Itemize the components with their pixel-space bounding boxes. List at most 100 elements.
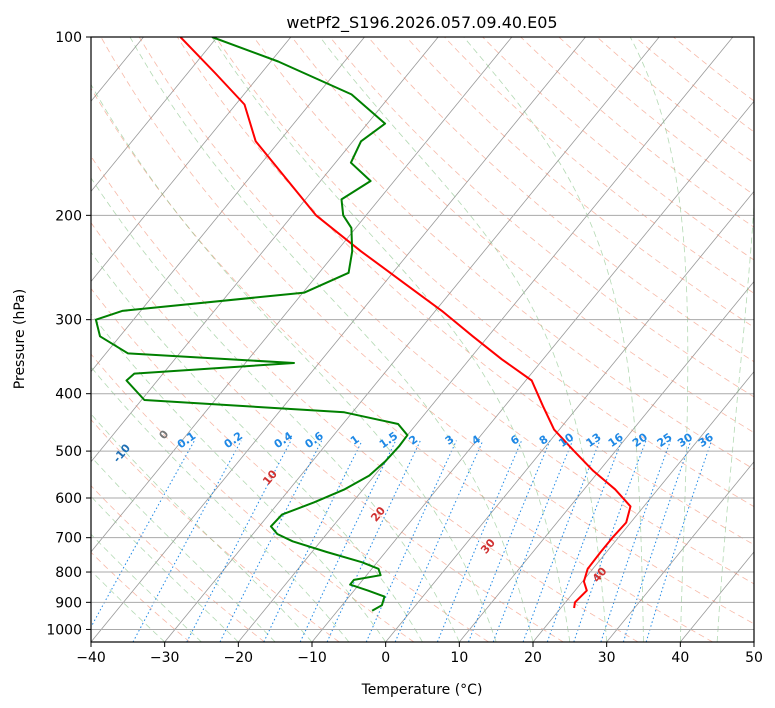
dry-adiabat-label: -10 [110,441,133,465]
x-axis-ticks: −40 −30 −20 −10 0 10 20 30 40 50 [76,642,763,666]
y-tick-label: 700 [55,531,82,547]
moist-adiabat [91,177,460,642]
pressure-gridlines [91,37,754,630]
isotherm [91,37,439,463]
moist-adiabat [91,366,350,642]
y-axis-ticks: 100 200 300 400 500 600 700 800 900 1000 [46,30,91,638]
dry-adiabat [367,37,754,363]
x-tick-label: −20 [224,650,254,666]
mixing-ratio-line [436,440,523,642]
y-tick-label: 100 [55,30,82,46]
dry-adiabat-label: 40 [590,565,610,585]
y-tick-label: 300 [55,313,82,329]
mixing-ratio-line [365,440,457,642]
dry-adiabat [215,37,754,508]
dry-adiabat [482,37,754,261]
isotherm [91,37,292,283]
dry-adiabat [91,87,713,642]
mixing-ratio-label: 3 [443,433,457,448]
moist-adiabat [716,200,754,642]
mixing-ratio-label: 10 [556,430,576,450]
x-tick-label: −30 [150,650,180,666]
dry-adiabat-label: 10 [260,467,280,487]
mixing-ratio-label: 0.2 [222,429,245,451]
moist-adiabat [129,37,534,642]
isotherm [532,370,754,642]
mixing-ratio-label: 20 [630,430,650,450]
plot-frame [90,36,755,643]
moist-adiabat [319,37,608,642]
mixing-ratio-line [600,440,671,642]
isotherm [238,37,734,642]
x-tick-label: 0 [381,650,390,666]
mixing-ratio-label: 16 [606,430,626,450]
dry-adiabat-label: 0 [156,428,171,442]
moist-adiabat [91,456,276,642]
y-axis-label: Pressure (hPa) [12,289,28,389]
mixing-ratio-line [645,440,713,642]
moist-adiabat [463,37,644,642]
dry-adiabat [558,37,754,196]
x-tick-label: 30 [598,650,616,666]
moist-adiabat [91,313,387,642]
mixing-ratio-line [186,440,292,642]
isotherm [91,37,586,642]
x-tick-label: 40 [671,650,689,666]
isotherm [680,551,754,642]
dry-adiabat-label: 30 [478,536,498,556]
y-tick-label: 900 [55,595,82,611]
mixing-ratio-label: 0.4 [272,429,296,451]
mixing-ratio-line [622,440,692,642]
moist-adiabat [91,251,423,642]
isotherm [311,100,754,642]
dry-adiabat [444,37,754,294]
mixing-ratio-label: 0.1 [175,429,198,451]
dry-adiabat [91,419,340,642]
temperature-profile-line [179,37,632,609]
moist-adiabat [91,83,497,642]
mixing-ratio-line [326,440,421,642]
dry-adiabat-lines [91,37,754,642]
y-tick-label: 600 [55,491,82,507]
dry-adiabat [91,222,564,642]
y-tick-label: 800 [55,565,82,581]
y-tick-label: 200 [55,208,82,224]
dry-adiabat [253,37,754,470]
y-tick-label: 400 [55,387,82,403]
x-axis-label: Temperature (°C) [361,682,483,698]
dry-adiabat [91,353,415,642]
isotherm [164,37,660,642]
mixing-ratio-line [394,440,484,642]
dry-adiabat [176,37,754,546]
y-tick-label: 500 [55,444,82,460]
dry-adiabat-label: -20 [13,398,36,422]
mixing-ratio-label: 0.6 [303,429,327,451]
mixing-ratio-line [132,440,242,642]
isotherm [753,641,754,642]
dry-adiabat [91,485,265,642]
isotherm [91,37,218,193]
isotherm [459,280,754,642]
isotherm [385,190,754,642]
mixing-ratio-label: 36 [696,430,716,450]
dry-adiabat [520,37,754,228]
dry-adiabat [673,37,754,102]
moist-adiabat [91,570,165,642]
moist-adiabat [211,37,571,642]
mixing-ratio-label: 13 [584,431,604,450]
x-tick-label: −10 [297,650,327,666]
dry-adiabat [100,37,754,625]
isotherm [0,37,70,642]
isotherm [91,37,365,373]
moist-adiabat-lines [91,37,754,642]
isotherm-lines [0,37,754,642]
x-tick-label: 20 [524,650,542,666]
dry-adiabat-label: 20 [368,504,388,524]
mixing-ratio-line [492,440,574,642]
moist-adiabat [629,37,689,642]
mixing-ratio-label: 1 [348,433,362,448]
isotherm [91,37,513,553]
dry-adiabat [329,37,754,398]
mixing-ratio-lines [91,440,713,642]
